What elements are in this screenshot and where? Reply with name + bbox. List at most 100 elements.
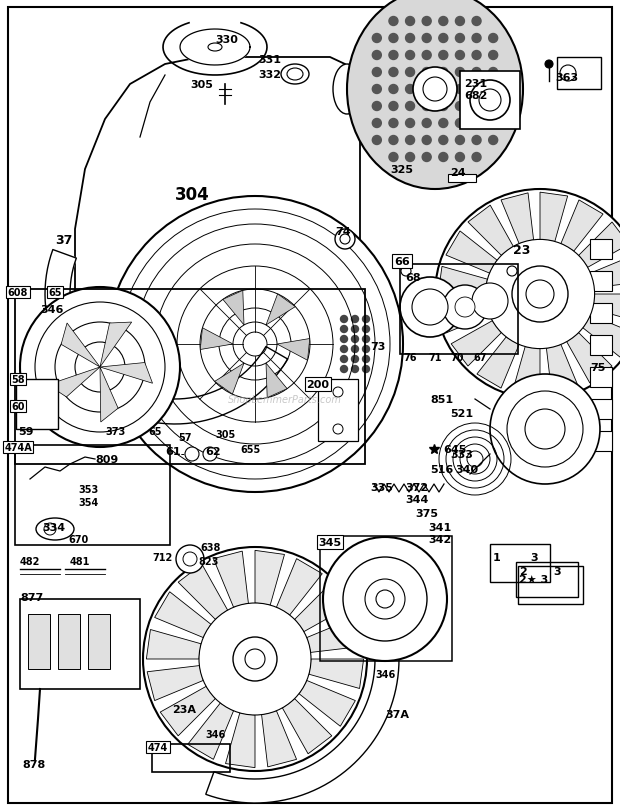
Circle shape [439, 18, 448, 27]
Circle shape [472, 136, 481, 145]
Text: 877: 877 [20, 592, 43, 603]
Circle shape [472, 85, 481, 94]
Text: 712: 712 [152, 552, 172, 562]
Circle shape [389, 68, 398, 77]
Polygon shape [100, 323, 131, 367]
Text: 482: 482 [20, 556, 40, 566]
Bar [16, 380, 58, 430]
Circle shape [456, 34, 464, 44]
Text: 645: 645 [443, 444, 466, 454]
Circle shape [545, 61, 553, 69]
Circle shape [489, 34, 498, 44]
Polygon shape [309, 659, 364, 689]
Circle shape [412, 290, 448, 325]
Bar [590, 240, 612, 260]
Circle shape [472, 119, 481, 128]
Circle shape [472, 34, 481, 44]
Polygon shape [147, 666, 203, 701]
Circle shape [422, 85, 431, 94]
Text: 474A: 474A [4, 443, 32, 453]
Circle shape [439, 119, 448, 128]
Text: 231: 231 [464, 79, 487, 89]
Circle shape [422, 136, 431, 145]
Polygon shape [477, 337, 519, 388]
Text: 823: 823 [198, 556, 218, 566]
Circle shape [363, 356, 370, 363]
Polygon shape [154, 592, 211, 637]
Text: 878: 878 [22, 759, 45, 769]
Polygon shape [160, 687, 215, 736]
Text: 332: 332 [258, 70, 281, 80]
Circle shape [489, 136, 498, 145]
Circle shape [340, 234, 350, 245]
Circle shape [472, 18, 481, 27]
Circle shape [340, 316, 347, 323]
Bar [88, 614, 110, 669]
Circle shape [405, 51, 415, 61]
Circle shape [363, 336, 370, 343]
Circle shape [489, 68, 498, 77]
Polygon shape [567, 333, 612, 384]
Circle shape [373, 119, 381, 128]
Bar [590, 303, 612, 324]
Circle shape [323, 538, 447, 661]
Polygon shape [146, 629, 201, 659]
Text: 37A: 37A [385, 709, 409, 719]
Circle shape [456, 153, 464, 162]
Polygon shape [593, 294, 620, 322]
Circle shape [405, 102, 415, 111]
Circle shape [373, 136, 381, 145]
Circle shape [233, 637, 277, 681]
Circle shape [470, 81, 510, 121]
Polygon shape [100, 367, 118, 423]
Circle shape [107, 197, 403, 492]
Circle shape [439, 85, 448, 94]
Text: 75: 75 [590, 363, 605, 372]
Polygon shape [61, 324, 100, 367]
Circle shape [340, 336, 347, 343]
Text: 23A: 23A [172, 704, 196, 714]
Text: 345: 345 [319, 538, 342, 547]
Text: 375: 375 [415, 508, 438, 518]
Text: 3: 3 [530, 552, 538, 562]
Circle shape [456, 119, 464, 128]
Text: 74: 74 [335, 227, 351, 237]
Text: 3: 3 [553, 566, 560, 577]
Text: 342: 342 [428, 534, 451, 544]
Circle shape [422, 34, 431, 44]
Circle shape [405, 68, 415, 77]
Text: 73: 73 [370, 341, 386, 351]
Text: 61: 61 [165, 446, 180, 457]
Polygon shape [294, 582, 350, 632]
Text: 2★ 3: 2★ 3 [520, 574, 549, 584]
Text: 70: 70 [450, 353, 464, 363]
Bar [152, 744, 230, 772]
Circle shape [20, 288, 180, 448]
Text: 346: 346 [40, 305, 63, 315]
Polygon shape [188, 703, 234, 759]
Circle shape [456, 68, 464, 77]
Circle shape [363, 346, 370, 353]
Text: 372: 372 [405, 483, 428, 492]
Polygon shape [546, 345, 579, 396]
Text: 37: 37 [55, 234, 73, 247]
Text: 200: 200 [306, 380, 329, 389]
Text: 305: 305 [215, 430, 235, 440]
Polygon shape [439, 301, 490, 333]
Circle shape [352, 356, 358, 363]
Circle shape [373, 85, 381, 94]
Text: 353: 353 [78, 484, 98, 495]
Circle shape [422, 51, 431, 61]
Circle shape [389, 85, 398, 94]
Text: 60: 60 [11, 401, 25, 411]
Circle shape [340, 366, 347, 373]
Circle shape [479, 90, 501, 112]
Bar [590, 336, 612, 355]
Polygon shape [75, 58, 360, 430]
Polygon shape [200, 328, 233, 350]
Polygon shape [223, 291, 244, 325]
Bar [516, 562, 578, 597]
Circle shape [373, 102, 381, 111]
Text: 59: 59 [18, 427, 33, 436]
Circle shape [203, 448, 217, 461]
